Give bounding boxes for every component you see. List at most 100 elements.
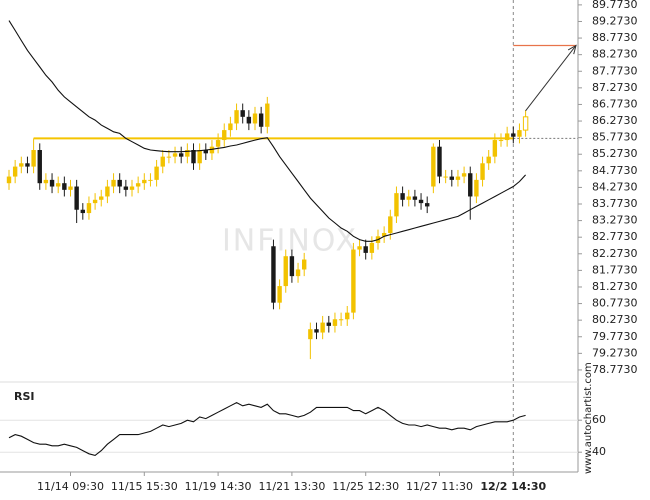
candle-body [295,269,301,277]
candle-body [381,232,387,237]
candle-body [252,113,258,124]
candle-body [332,319,338,326]
candle-body [203,150,208,154]
candle-body [302,259,307,270]
candle-body [289,256,295,277]
candle-body [277,286,282,303]
y-tick-label: 83.2730 [592,214,638,227]
y-tick-label: 80.7730 [592,297,638,310]
forecast-arrow [525,45,577,112]
y-tick-label: 83.7730 [592,197,638,210]
candle-body [492,140,498,157]
candle-body [105,186,110,197]
rsi-tick-label: 60 [592,413,606,426]
candle-body [111,179,116,187]
candle-body [240,110,245,117]
candle-body [271,246,276,303]
candle-body [142,179,147,184]
y-tick-label: 88.7730 [592,31,638,44]
candle-body [425,203,430,207]
candle-body [363,246,368,253]
y-tick-label: 86.7730 [592,97,638,110]
x-tick-label: 11/14 09:30 [37,480,104,493]
candle-body [504,133,510,141]
candle-body [474,179,479,197]
candle-body [197,150,202,164]
candle-body [215,140,221,147]
rsi-label: RSI [14,390,35,403]
candle-body [498,140,504,142]
x-tick-label: 11/25 12:30 [332,480,399,493]
source: www.autochartist.com [583,362,594,474]
candle-body [455,176,461,180]
candle-body [80,209,85,214]
candle-body [25,163,30,167]
y-tick-label: 81.7730 [592,263,638,276]
y-tick-label: 88.2730 [592,48,638,61]
candle-body [68,186,73,190]
candle-body [486,156,491,164]
candle-body [135,183,141,187]
y-tick-label: 85.7730 [592,131,638,144]
watermark: INFINOX [222,224,358,259]
candle-body [443,176,448,178]
x-tick-label: 12/2 14:30 [480,480,546,493]
candle-body [92,199,98,204]
candle-body [43,179,49,184]
candle-body [148,179,153,181]
forecast-arrow-head [567,44,577,55]
candle-body [209,146,215,154]
candle-body [468,173,473,197]
y-tick-label: 87.2730 [592,81,638,94]
candle-body [345,312,350,320]
candle-body [172,153,178,157]
candle-body [234,110,239,124]
candle-body [357,246,362,250]
candle-body [191,150,196,164]
candle-body [418,199,424,204]
candle-body [517,130,522,137]
moving-average [8,20,527,242]
y-tick-label: 87.7730 [592,64,638,77]
y-tick-label: 78.7730 [592,363,638,376]
candle-body [185,150,190,157]
candle-body [31,150,36,167]
candle-body [123,186,129,190]
candle-body [431,146,436,187]
candle-body [308,329,313,340]
y-tick-label: 82.7730 [592,230,638,243]
candle-body [461,173,467,177]
candle-body [412,196,418,200]
candle-body [154,166,159,180]
y-tick-label: 84.7730 [592,164,638,177]
candle-body [283,256,288,287]
y-tick-label: 82.2730 [592,247,638,260]
candle-body [74,186,79,210]
candle-body [258,113,264,127]
candle-body [6,176,12,184]
candle-body [56,183,61,187]
candle-body [314,329,319,333]
candle-body [246,116,252,124]
candle-body [320,322,325,333]
x-tick-label: 11/21 13:30 [258,480,325,493]
y-tick-label: 84.2730 [592,180,638,193]
candle-body [19,163,24,167]
candle-body [228,123,233,131]
y-tick-label: 85.2730 [592,147,638,160]
candle-body [449,176,454,180]
candle-body [388,216,393,233]
y-tick-label: 80.2730 [592,313,638,326]
candle-body [49,179,55,187]
candle-body [406,196,411,200]
candle-body [12,166,18,177]
y-tick-label: 79.2730 [592,346,638,359]
y-tick-label: 86.2730 [592,114,638,127]
candle-body [86,203,92,214]
candle-body [179,153,184,157]
x-tick-label: 11/19 14:30 [185,480,252,493]
candle-body [62,183,67,190]
x-tick-label: 11/27 11:30 [406,480,473,493]
candle-body [265,103,270,127]
